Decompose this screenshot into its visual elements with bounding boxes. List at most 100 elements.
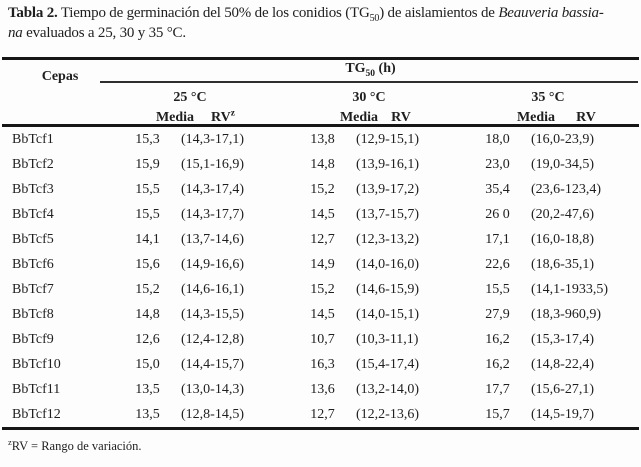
table-row: BbTcf2 15,9 (15,1-16,9) 14,8 (13,9-16,1)… [0,152,641,177]
table-row: BbTcf1 15,3 (14,3-17,1) 13,8 (12,9-15,1)… [0,127,641,152]
table-top-rule [2,57,639,60]
cell-rv-25: (14,3-17,1) [181,132,244,147]
cell-media-25: 14,1 [135,232,160,247]
cell-media-30: 12,7 [310,232,335,247]
cell-cepa: BbTcf8 [12,307,54,322]
cell-media-25: 12,6 [135,332,160,347]
cell-media-25: 15,5 [135,182,160,197]
cell-rv-35: (15,6-27,1) [531,382,594,397]
cell-cepa: BbTcf5 [12,232,54,247]
caption-subscript: 50 [369,13,380,24]
cell-rv-25: (14,3-15,5) [181,307,244,322]
tg-text: TG [345,61,366,76]
column-header-temp-30: 30 °C [352,90,386,105]
caption-text-2: ) de aislamientos de [379,5,499,21]
cell-media-25: 15,0 [135,357,160,372]
cell-media-25: 15,2 [135,282,160,297]
column-header-media-25: Media [155,110,195,125]
cell-cepa: BbTcf1 [12,132,54,147]
cell-cepa: BbTcf4 [12,207,54,222]
cell-rv-25: (12,4-12,8) [181,332,244,347]
table-row: BbTcf5 14,1 (13,7-14,6) 12,7 (12,3-13,2)… [0,227,641,252]
table-row: BbTcf10 15,0 (14,4-15,7) 16,3 (15,4-17,4… [0,352,641,377]
cell-media-35: 16,2 [485,357,510,372]
cell-media-35: 22,6 [485,257,510,272]
cell-rv-30: (13,7-15,7) [356,207,419,222]
cell-rv-30: (15,4-17,4) [356,357,419,372]
table-row: BbTcf7 15,2 (14,6-16,1) 15,2 (14,6-15,9)… [0,277,641,302]
footnote-superscript: z [8,436,12,447]
cell-cepa: BbTcf2 [12,157,54,172]
tg-unit: (h) [375,61,396,76]
cell-rv-25: (13,7-14,6) [181,232,244,247]
cell-media-30: 12,7 [310,407,335,422]
column-header-temp-35: 35 °C [531,90,565,105]
cell-rv-25: (14,3-17,4) [181,182,244,197]
table-row: BbTcf9 12,6 (12,4-12,8) 10,7 (10,3-11,1)… [0,327,641,352]
cell-rv-25: (14,9-16,6) [181,257,244,272]
cell-cepa: BbTcf3 [12,182,54,197]
cell-media-30: 15,2 [310,182,335,197]
cell-media-30: 14,8 [310,157,335,172]
cell-rv-25: (15,1-16,9) [181,157,244,172]
cell-media-25: 15,6 [135,257,160,272]
column-header-rv-30: RV [391,110,411,125]
column-header-rv-25: RVz [200,108,246,126]
cell-rv-35: (18,3-960,9) [531,307,601,322]
cell-rv-25: (12,8-14,5) [181,407,244,422]
header-bottom-rule [2,124,639,127]
column-header-rv-35: RV [576,110,596,125]
table-row: BbTcf11 13,5 (13,0-14,3) 13,6 (13,2-14,0… [0,377,641,402]
cell-cepa: BbTcf6 [12,257,54,272]
cell-rv-30: (12,9-15,1) [356,132,419,147]
table-body: BbTcf1 15,3 (14,3-17,1) 13,8 (12,9-15,1)… [0,127,641,427]
cell-rv-35: (20,2-47,6) [531,207,594,222]
cell-media-30: 14,9 [310,257,335,272]
caption-label: Tabla 2. [8,5,58,21]
cell-rv-35: (14,5-19,7) [531,407,594,422]
caption-text-3: evaluados a 25, 30 y 35 °C. [22,24,186,41]
cell-rv-35: (19,0-34,5) [531,157,594,172]
cell-media-30: 10,7 [310,332,335,347]
cell-rv-30: (14,0-16,0) [356,257,419,272]
cell-media-35: 15,7 [485,407,510,422]
column-header-media-30: Media [339,110,379,125]
cell-rv-35: (14,8-22,4) [531,357,594,372]
cell-media-25: 13,5 [135,407,160,422]
cell-rv-35: (15,3-17,4) [531,332,594,347]
cell-cepa: BbTcf10 [12,357,61,372]
cell-media-25: 14,8 [135,307,160,322]
table-row: BbTcf3 15,5 (14,3-17,4) 15,2 (13,9-17,2)… [0,177,641,202]
cell-media-30: 14,5 [310,307,335,322]
column-header-temp-25: 25 °C [173,90,207,105]
cell-media-25: 15,9 [135,157,160,172]
cell-media-35: 17,7 [485,382,510,397]
cell-media-35: 27,9 [485,307,510,322]
cell-rv-25: (14,4-15,7) [181,357,244,372]
table-footnote: zRV = Rango de variación. [8,436,142,454]
cell-media-35: 26 0 [485,207,510,222]
cell-media-30: 14,5 [310,207,335,222]
table-row: BbTcf8 14,8 (14,3-15,5) 14,5 (14,0-15,1)… [0,302,641,327]
table-row: BbTcf6 15,6 (14,9-16,6) 14,9 (14,0-16,0)… [0,252,641,277]
cell-rv-25: (14,3-17,7) [181,207,244,222]
footnote-text: RV = Rango de variación. [11,439,142,453]
tg-subscript: 50 [365,68,376,79]
cell-rv-30: (12,3-13,2) [356,232,419,247]
column-header-media-35: Media [516,110,556,125]
cell-rv-35: (16,0-23,9) [531,132,594,147]
cell-rv-30: (14,0-15,1) [356,307,419,322]
column-header-cepas: Cepas [41,69,79,84]
rv-superscript: z [230,108,235,119]
cell-media-25: 15,3 [135,132,160,147]
cell-rv-30: (13,9-16,1) [356,157,419,172]
tg50-underline-rule [100,81,638,83]
table-row: BbTcf12 13,5 (12,8-14,5) 12,7 (12,2-13,6… [0,402,641,427]
cell-media-30: 16,3 [310,357,335,372]
cell-media-35: 35,4 [485,182,510,197]
cell-rv-30: (13,2-14,0) [356,382,419,397]
cell-rv-35: (18,6-35,1) [531,257,594,272]
caption-species-part-1: Beauveria bassia- [498,5,604,21]
cell-cepa: BbTcf7 [12,282,54,297]
